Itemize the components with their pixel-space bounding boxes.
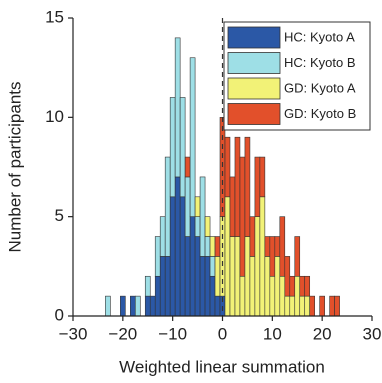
bar <box>194 216 201 237</box>
bar <box>259 156 266 198</box>
bar <box>269 236 276 277</box>
bar <box>294 275 301 317</box>
x-tick-label: −10 <box>158 324 187 343</box>
bar <box>209 256 216 277</box>
bar <box>204 256 211 317</box>
bar <box>299 275 306 297</box>
bar <box>334 295 340 317</box>
bar <box>294 236 301 277</box>
bar <box>209 275 216 317</box>
bar <box>284 256 291 297</box>
bar <box>264 256 271 317</box>
bar <box>194 236 201 317</box>
bar <box>249 216 256 257</box>
y-tick-label: 0 <box>55 305 64 324</box>
bar <box>214 236 221 257</box>
bar <box>284 295 291 317</box>
bar <box>130 295 136 317</box>
bar <box>169 97 176 198</box>
bar <box>304 275 311 297</box>
y-axis-label: Number of participants <box>5 81 24 252</box>
legend-swatch <box>227 52 281 74</box>
x-tick-label: 20 <box>313 324 332 343</box>
legend-label: GD: Kyoto A <box>284 80 356 95</box>
x-axis-label: Weighted linear summation <box>119 357 325 376</box>
bar <box>309 295 315 317</box>
bar <box>274 236 281 257</box>
bar <box>209 236 216 257</box>
bar <box>105 295 111 317</box>
bar <box>279 275 286 317</box>
y-tick-label: 15 <box>45 7 64 26</box>
y-tick-label: 5 <box>55 206 64 225</box>
bar <box>144 295 151 317</box>
bar <box>319 295 325 317</box>
bar <box>289 295 296 317</box>
bar <box>194 196 201 217</box>
bar <box>184 236 191 317</box>
y-tick-label: 10 <box>45 107 64 126</box>
bar <box>204 216 211 237</box>
bar <box>264 236 271 257</box>
bar <box>239 156 246 277</box>
bar <box>144 275 151 297</box>
bar <box>154 275 161 317</box>
legend-label: HC: Kyoto A <box>284 29 355 44</box>
legend-label: HC: Kyoto B <box>284 55 356 70</box>
bar <box>229 236 236 317</box>
bar <box>120 295 126 317</box>
bar <box>174 37 181 178</box>
bar <box>304 295 311 317</box>
bar <box>269 275 276 317</box>
bar <box>179 196 186 317</box>
bar <box>169 196 176 317</box>
bar <box>239 275 246 317</box>
bar <box>164 156 171 257</box>
x-tick-label: 30 <box>363 324 382 343</box>
legend-swatch <box>227 77 281 100</box>
x-tick-label: −30 <box>59 324 88 343</box>
bar <box>179 97 186 198</box>
bar <box>134 295 141 317</box>
x-tick-label: −20 <box>108 324 137 343</box>
bar <box>259 196 266 317</box>
bar <box>254 216 261 317</box>
legend-swatch <box>227 26 281 49</box>
bar <box>154 236 161 277</box>
bar <box>159 216 166 257</box>
bar <box>204 236 211 257</box>
bar <box>199 256 206 317</box>
x-tick-label: 10 <box>263 324 282 343</box>
bar <box>174 176 181 317</box>
bar <box>214 295 221 317</box>
bar <box>249 256 256 317</box>
bar <box>229 176 236 237</box>
bar <box>184 156 191 178</box>
x-tick-label: 0 <box>218 324 227 343</box>
bar <box>234 136 241 237</box>
bar <box>199 176 206 257</box>
legend-label: GD: Kyoto B <box>284 106 356 121</box>
legend-swatch <box>227 103 281 125</box>
bar <box>244 236 251 317</box>
bar <box>299 295 306 317</box>
bar <box>184 176 191 237</box>
bar <box>244 136 251 237</box>
bar <box>289 275 296 297</box>
bar <box>224 136 231 198</box>
bar <box>214 256 221 297</box>
bar <box>189 57 196 217</box>
bar <box>164 256 171 317</box>
bar <box>279 216 286 277</box>
bar <box>329 295 335 317</box>
bar <box>159 256 166 317</box>
bar <box>254 156 261 217</box>
bar <box>149 295 156 317</box>
bar <box>274 256 281 317</box>
bar <box>189 216 196 317</box>
bar <box>234 236 241 317</box>
bar <box>224 196 231 317</box>
